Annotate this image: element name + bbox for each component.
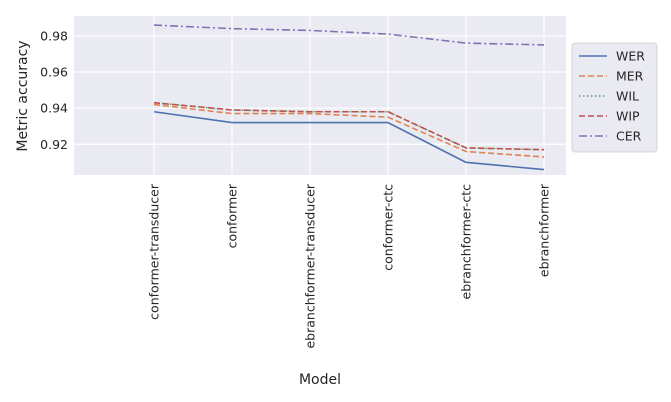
x-tick-label: ebranchformer-transducer — [303, 183, 318, 348]
series-lines — [153, 24, 545, 171]
plot-background — [74, 16, 566, 175]
x-tick-label: conformer — [225, 183, 240, 248]
x-axis-label: Model — [299, 372, 341, 388]
series-line-cer — [153, 24, 545, 46]
series-line-wip — [153, 101, 545, 151]
y-tick-label: 0.98 — [40, 28, 68, 43]
x-tick-labels: conformer-transducer conformer ebranchform… — [147, 183, 552, 348]
legend-label-wer: WER — [616, 49, 645, 64]
x-tick-label: conformer-transducer — [147, 183, 162, 320]
legend: WER MER WIL WIP CER — [571, 42, 658, 153]
series-line-mer — [153, 103, 545, 158]
legend-frame — [571, 42, 658, 153]
y-tick-label: 0.94 — [40, 101, 68, 116]
x-tick-label: ebranchformer-ctc — [459, 184, 474, 300]
legend-label-mer: MER — [616, 69, 644, 84]
legend-label-wil: WIL — [616, 89, 639, 104]
y-gridlines — [74, 35, 566, 145]
x-tick-label: conformer-ctc — [381, 184, 396, 271]
x-tick-label: ebranchformer — [537, 183, 552, 277]
legend-label-wip: WIP — [616, 109, 640, 124]
series-line-wer — [153, 110, 545, 171]
y-tick-label: 0.92 — [40, 137, 68, 152]
y-tick-label: 0.96 — [40, 65, 68, 80]
y-axis-label: Metric accuracy — [15, 40, 31, 151]
legend-label-cer: CER — [616, 129, 642, 144]
y-tick-labels: 0.92 0.94 0.96 0.98 — [40, 28, 68, 151]
